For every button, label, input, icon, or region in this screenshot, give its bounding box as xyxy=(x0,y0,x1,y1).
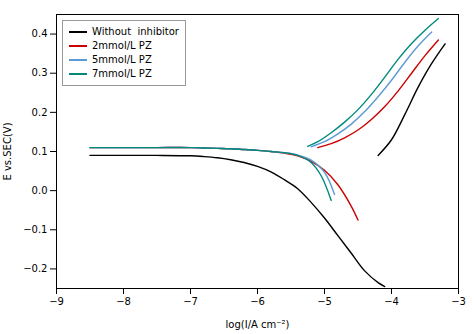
html-text:2mmol/L PZ: 2mmol/L PZ xyxy=(92,40,152,51)
svg-text:−4: −4 xyxy=(384,296,399,307)
svg-text:−0.1: −0.1 xyxy=(23,224,47,235)
svg-text:log(I/A cm⁻²): log(I/A cm⁻²) xyxy=(226,319,290,330)
svg-text:0.4: 0.4 xyxy=(32,28,48,39)
html-text:5mmol/L PZ: 5mmol/L PZ xyxy=(92,54,152,65)
html-text:7mmol/L PZ: 7mmol/L PZ xyxy=(92,68,152,79)
svg-text:−9: −9 xyxy=(49,296,64,307)
svg-text:0.3: 0.3 xyxy=(32,67,48,78)
svg-text:0.2: 0.2 xyxy=(32,107,48,118)
svg-text:−3: −3 xyxy=(451,296,466,307)
svg-text:−8: −8 xyxy=(116,296,131,307)
svg-text:−0.2: −0.2 xyxy=(23,263,47,274)
svg-text:−6: −6 xyxy=(250,296,265,307)
html-text:Without inhibitor: Without inhibitor xyxy=(92,26,179,37)
svg-text:−7: −7 xyxy=(183,296,198,307)
svg-text:0.1: 0.1 xyxy=(32,146,48,157)
svg-text:0.0: 0.0 xyxy=(32,185,48,196)
svg-text:E vs.SEC(V): E vs.SEC(V) xyxy=(2,122,13,180)
svg-text:−5: −5 xyxy=(317,296,332,307)
